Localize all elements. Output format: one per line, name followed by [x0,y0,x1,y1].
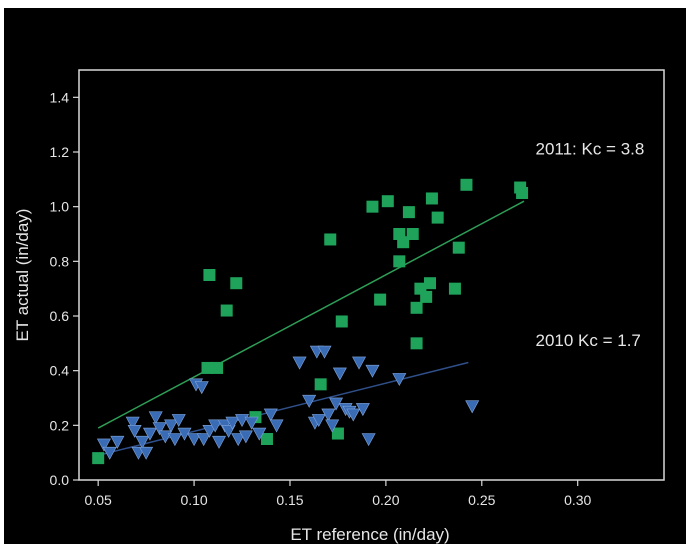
annotation-label: 2010 Kc = 1.7 [535,331,640,350]
data-point-triangle [392,373,407,386]
annotations: 2011: Kc = 3.8 2010 Kc = 1.7 [535,140,644,350]
data-point-square [424,277,436,290]
data-point-triangle [465,400,480,414]
data-point-triangle [361,433,376,447]
x-tick-label: 0.30 [564,492,591,508]
data-point-square [516,187,529,199]
data-point-triangle [139,446,154,460]
data-point-triangle [269,419,284,433]
data-point-triangle [244,416,259,430]
data-point-square [410,301,423,314]
data-point-triangle [292,356,307,370]
data-point-triangle [164,419,179,433]
x-tick-label: 0.05 [85,492,112,508]
data-point-square [393,255,406,268]
data-point-triangle [302,394,317,408]
data-point-square [203,269,216,281]
y-tick-label: 0.8 [50,253,70,269]
y-axis-label: ET actual (in/day) [13,209,32,342]
y-tick-label: 1.2 [50,144,70,160]
trendlines [97,200,525,457]
data-point-triangle [355,403,370,417]
data-point-triangle [142,427,157,441]
data-point-triangle [346,408,361,422]
data-point-square [381,195,394,208]
trendline-0 [97,200,525,429]
data-point-triangle [263,408,278,422]
data-point-square [331,427,344,440]
x-axis-ticks: 0.05 0.10 0.15 0.20 0.25 0.30 [85,480,592,508]
data-point-triangle [110,435,125,449]
data-point-triangle [365,364,380,378]
y-tick-label: 0.6 [50,308,70,324]
data-point-triangle [96,438,111,452]
data-point-square [448,282,461,295]
data-point-square [335,315,348,328]
data-point-triangle [187,433,202,447]
y-tick-label: 0.4 [50,363,70,379]
data-point-square [201,361,214,374]
data-point-triangle [196,433,211,447]
x-tick-label: 0.10 [180,492,207,508]
data-point-square [402,206,415,219]
annotation-label: 2011: Kc = 3.8 [535,140,644,159]
data-point-square [366,200,379,213]
data-point-square [397,236,410,249]
data-point-triangle [321,408,336,422]
data-point-triangle [212,435,227,449]
data-point-square [374,293,387,306]
data-point-triangle [252,427,267,441]
data-point-triangle [352,356,367,370]
data-point-triangle [238,430,253,444]
data-point-triangle [202,424,217,438]
x-tick-label: 0.25 [468,492,495,508]
data-point-square [230,277,243,290]
data-point-triangle [208,419,223,433]
data-point-triangle [152,422,167,436]
data-point-triangle [167,433,182,447]
data-point-triangle [231,433,246,447]
data-point-square [431,211,444,224]
plot-frame [78,69,665,481]
data-point-square [211,361,224,374]
data-point-triangle [171,414,186,427]
data-point-square [324,233,337,246]
data-point-square [410,337,423,350]
y-tick-label: 0.0 [50,472,70,488]
data-point-triangle [332,367,347,381]
chart-background [4,8,686,544]
x-tick-label: 0.15 [276,492,303,508]
data-point-triangle [125,416,140,430]
data-point-square [314,378,327,391]
data-point-triangle [102,446,117,460]
data-point-square [406,228,419,240]
data-point-square [425,192,438,205]
data-point-square [460,178,473,191]
x-axis-label: ET reference (in/day) [290,525,449,544]
y-tick-label: 1.4 [50,89,70,105]
data-point-triangle [135,435,150,449]
data-point-triangle [194,381,209,395]
data-point-square [420,290,433,303]
data-point-triangle [311,414,326,427]
data-point-square [452,241,465,254]
y-axis-ticks: 0.0 0.2 0.4 0.6 0.8 1.0 1.2 1.4 [50,89,79,488]
data-point-triangle [325,419,340,433]
y-tick-label: 0.2 [50,417,70,433]
y-tick-label: 1.0 [50,199,70,215]
data-point-square [260,433,273,445]
data-point-triangle [148,411,163,425]
x-tick-label: 0.20 [372,492,399,508]
trendline-1 [97,361,469,457]
data-point-square [220,304,233,317]
data-points [92,178,529,465]
data-point-square [92,452,105,465]
data-point-triangle [225,416,240,430]
data-point-triangle [127,424,142,438]
data-point-triangle [317,345,332,359]
